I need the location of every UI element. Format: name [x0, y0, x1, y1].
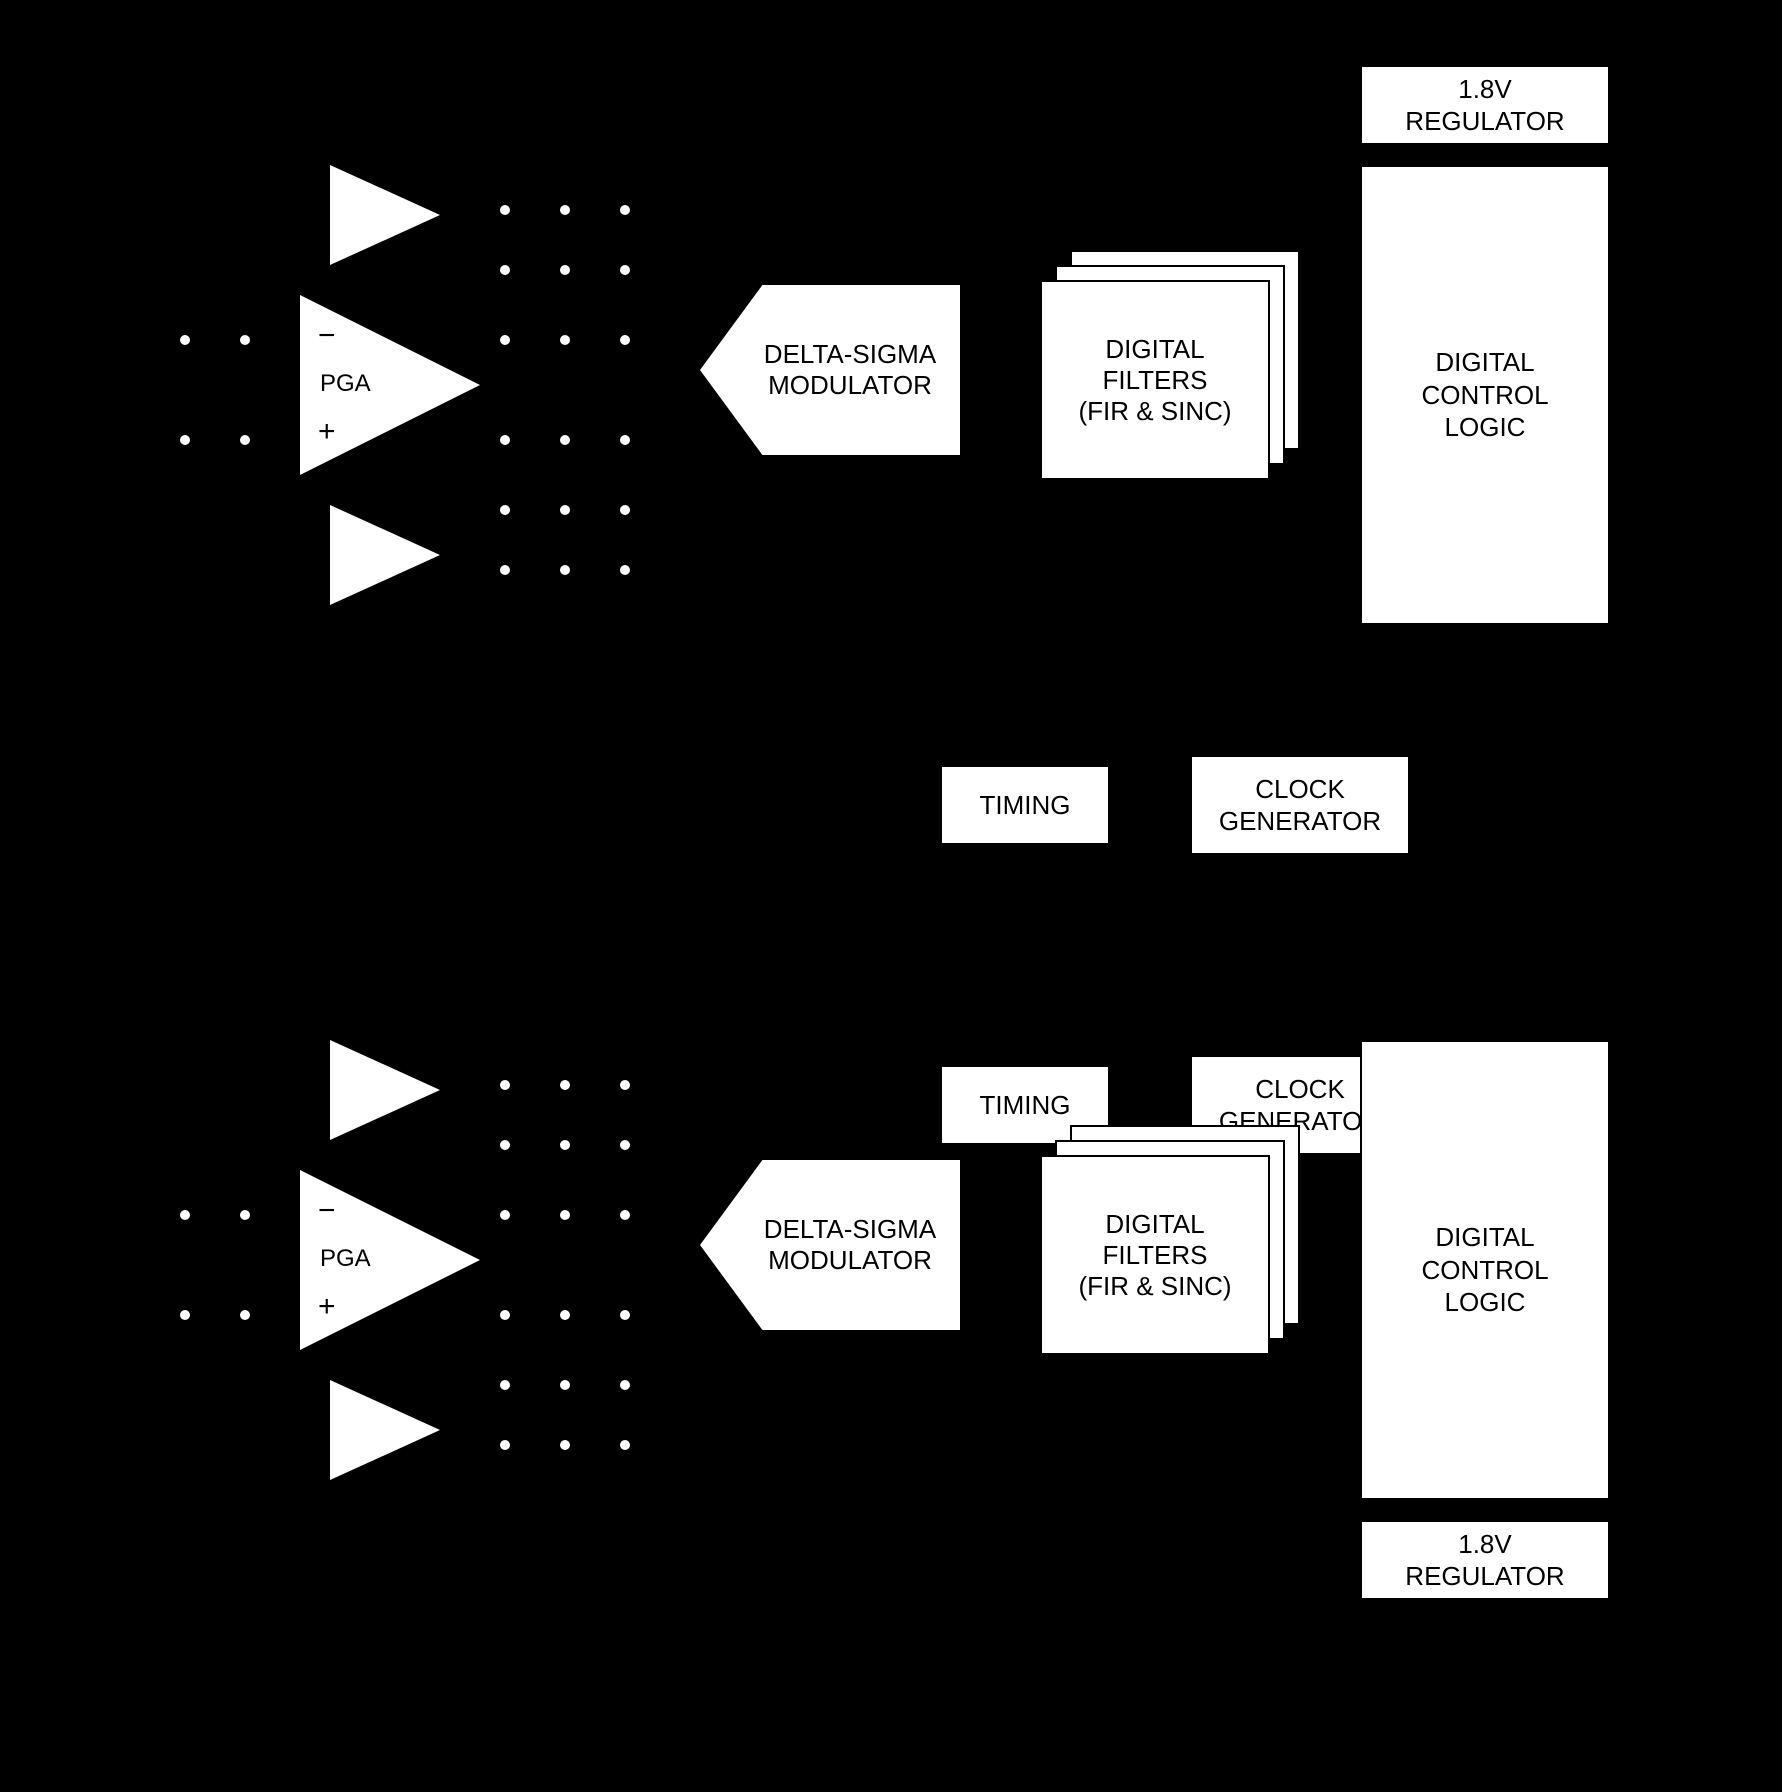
filters-line3: (FIR & SINC): [1078, 396, 1231, 427]
pga-plus-label-b: +: [318, 1290, 336, 1324]
amplifier-zone-bottom: − PGA +: [180, 1010, 640, 1490]
timing-line1: TIMING: [980, 789, 1071, 822]
diagram-canvas: 1.8V REGULATOR DIGITAL CONTROL LOGIC DEL…: [0, 0, 1782, 1792]
connection-dot: [620, 265, 630, 275]
connection-dot: [240, 335, 250, 345]
connection-dot: [180, 1210, 190, 1220]
connection-dot: [500, 205, 510, 215]
dcl-line3: LOGIC: [1445, 411, 1526, 444]
connection-dot: [620, 1380, 630, 1390]
pga-minus-label-b: −: [318, 1194, 336, 1228]
connection-dot: [560, 205, 570, 215]
dcl-line2-b: CONTROL: [1421, 1254, 1548, 1287]
connection-dot: [500, 1310, 510, 1320]
regulator-line2: REGULATOR: [1405, 105, 1564, 138]
modulator-line1: DELTA-SIGMA: [764, 339, 936, 370]
connection-dot: [620, 435, 630, 445]
filters-card-front: DIGITAL FILTERS (FIR & SINC): [1040, 280, 1270, 480]
connection-dot: [620, 1140, 630, 1150]
connection-dot: [560, 565, 570, 575]
buffer-amp-top-icon: [330, 165, 440, 265]
connection-dot: [560, 1080, 570, 1090]
connection-dot: [620, 505, 630, 515]
connection-dot: [620, 565, 630, 575]
pga-plus-label: +: [318, 415, 336, 449]
timing-block-top: TIMING: [940, 765, 1110, 845]
digital-control-logic-bottom: DIGITAL CONTROL LOGIC: [1360, 1040, 1610, 1500]
connection-dot: [560, 1140, 570, 1150]
filters-line1: DIGITAL: [1105, 334, 1204, 365]
regulator-block-top: 1.8V REGULATOR: [1360, 65, 1610, 145]
buffer-amp-top-icon-b: [330, 1040, 440, 1140]
filters-line2: FILTERS: [1103, 365, 1208, 396]
pga-label-b: PGA: [320, 1245, 371, 1273]
modulator-line1-b: DELTA-SIGMA: [764, 1214, 936, 1245]
bottom-channel-panel: DIGITAL CONTROL LOGIC 1.8V REGULATOR DEL…: [40, 930, 1740, 1740]
connection-dot: [240, 1310, 250, 1320]
connection-dot: [620, 1440, 630, 1450]
clockgen-line2: GENERATOR: [1219, 805, 1381, 838]
buffer-amp-bottom-icon-b: [330, 1380, 440, 1480]
regulator-line2-b: REGULATOR: [1405, 1560, 1564, 1593]
connection-dot: [560, 265, 570, 275]
amplifier-zone-top: − PGA +: [180, 135, 640, 615]
connection-dot: [560, 435, 570, 445]
dcl-line1-b: DIGITAL: [1435, 1221, 1534, 1254]
dcl-line2: CONTROL: [1421, 379, 1548, 412]
digital-filters-bottom: DIGITAL FILTERS (FIR & SINC): [1040, 1125, 1300, 1360]
connection-dot: [560, 1210, 570, 1220]
filters-line3-b: (FIR & SINC): [1078, 1271, 1231, 1302]
connection-dot: [500, 505, 510, 515]
connection-dot: [620, 205, 630, 215]
connection-dot: [560, 505, 570, 515]
connection-dot: [500, 1440, 510, 1450]
dcl-line3-b: LOGIC: [1445, 1286, 1526, 1319]
modulator-label-b: DELTA-SIGMA MODULATOR: [700, 1160, 960, 1330]
dcl-line1: DIGITAL: [1435, 346, 1534, 379]
pga-label: PGA: [320, 370, 371, 398]
connection-dot: [500, 1080, 510, 1090]
connection-dot: [500, 335, 510, 345]
digital-control-logic-top: DIGITAL CONTROL LOGIC: [1360, 165, 1610, 625]
pga-minus-label: −: [318, 319, 336, 353]
connection-dot: [180, 435, 190, 445]
connection-dot: [560, 335, 570, 345]
connection-dot: [180, 1310, 190, 1320]
connection-dot: [240, 1210, 250, 1220]
connection-dot: [560, 1440, 570, 1450]
regulator-line1-b: 1.8V: [1458, 1528, 1512, 1561]
connection-dot: [500, 265, 510, 275]
top-channel-panel: 1.8V REGULATOR DIGITAL CONTROL LOGIC DEL…: [40, 55, 1740, 865]
connection-dot: [620, 1080, 630, 1090]
connection-dot: [620, 1210, 630, 1220]
clock-generator-top: CLOCK GENERATOR: [1190, 755, 1410, 855]
modulator-line2: MODULATOR: [768, 370, 932, 401]
digital-filters-top: DIGITAL FILTERS (FIR & SINC): [1040, 250, 1300, 485]
connection-dot: [240, 435, 250, 445]
connection-dot: [500, 1210, 510, 1220]
connection-dot: [620, 335, 630, 345]
regulator-block-bottom: 1.8V REGULATOR: [1360, 1520, 1610, 1600]
connection-dot: [620, 1310, 630, 1320]
filters-line2-b: FILTERS: [1103, 1240, 1208, 1271]
connection-dot: [500, 1380, 510, 1390]
connection-dot: [560, 1310, 570, 1320]
middle-row-1: TIMING CLOCK GENERATOR: [40, 765, 1740, 875]
filters-card-front-b: DIGITAL FILTERS (FIR & SINC): [1040, 1155, 1270, 1355]
modulator-line2-b: MODULATOR: [768, 1245, 932, 1276]
delta-sigma-modulator-top: DELTA-SIGMA MODULATOR: [700, 285, 960, 455]
connection-dot: [560, 1380, 570, 1390]
modulator-label: DELTA-SIGMA MODULATOR: [700, 285, 960, 455]
connection-dot: [180, 335, 190, 345]
buffer-amp-bottom-icon: [330, 505, 440, 605]
connection-dot: [500, 435, 510, 445]
filters-line1-b: DIGITAL: [1105, 1209, 1204, 1240]
regulator-line1: 1.8V: [1458, 73, 1512, 106]
clockgen-line1: CLOCK: [1255, 773, 1345, 806]
connection-dot: [500, 1140, 510, 1150]
connection-dot: [500, 565, 510, 575]
delta-sigma-modulator-bottom: DELTA-SIGMA MODULATOR: [700, 1160, 960, 1330]
